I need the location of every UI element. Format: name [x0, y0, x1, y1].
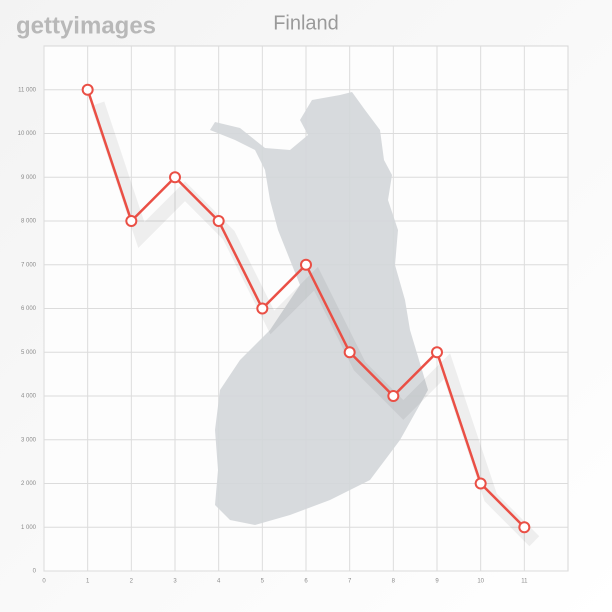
y-tick-label: 8 000: [21, 219, 37, 225]
marker: [169, 171, 181, 184]
y-tick-label: 11 000: [18, 87, 37, 93]
y-tick-label: 3 000: [21, 437, 37, 443]
y-tick-label: 4 000: [21, 394, 37, 400]
marker: [343, 346, 356, 359]
y-tick-label: 5 000: [21, 350, 37, 356]
x-tick-label: 1: [86, 579, 90, 585]
x-tick-label: 5: [261, 579, 265, 585]
watermark: gettyimages: [16, 12, 156, 39]
x-tick-label: 2: [130, 579, 134, 585]
x-tick-label: 10: [477, 579, 484, 585]
x-tick-label: 3: [173, 579, 177, 585]
marker: [474, 477, 487, 490]
marker: [518, 521, 531, 534]
y-tick-label: 0: [33, 569, 37, 575]
x-tick-label: 8: [392, 579, 396, 585]
x-tick-label: 0: [42, 579, 46, 585]
marker: [212, 215, 225, 227]
map-finland: [210, 92, 428, 525]
marker: [125, 215, 138, 227]
marker: [256, 302, 269, 315]
x-tick-label: 7: [348, 579, 352, 585]
y-tick-label: 1 000: [21, 525, 37, 531]
x-tick-label: 11: [521, 579, 528, 585]
marker: [81, 83, 94, 96]
x-tick-label: 9: [435, 579, 439, 585]
y-tick-label: 6 000: [21, 306, 37, 312]
y-tick-label: 9 000: [21, 175, 37, 181]
line-shadow: [91, 101, 540, 547]
marker: [431, 346, 443, 359]
marker: [387, 390, 400, 402]
chart-title: Finland: [273, 12, 339, 34]
y-tick-label: 7 000: [21, 262, 37, 268]
x-tick-label: 4: [217, 579, 221, 585]
y-tick-label: 10 000: [18, 131, 37, 137]
marker: [300, 258, 312, 271]
x-tick-label: 6: [304, 579, 308, 585]
y-tick-label: 2 000: [21, 481, 37, 487]
